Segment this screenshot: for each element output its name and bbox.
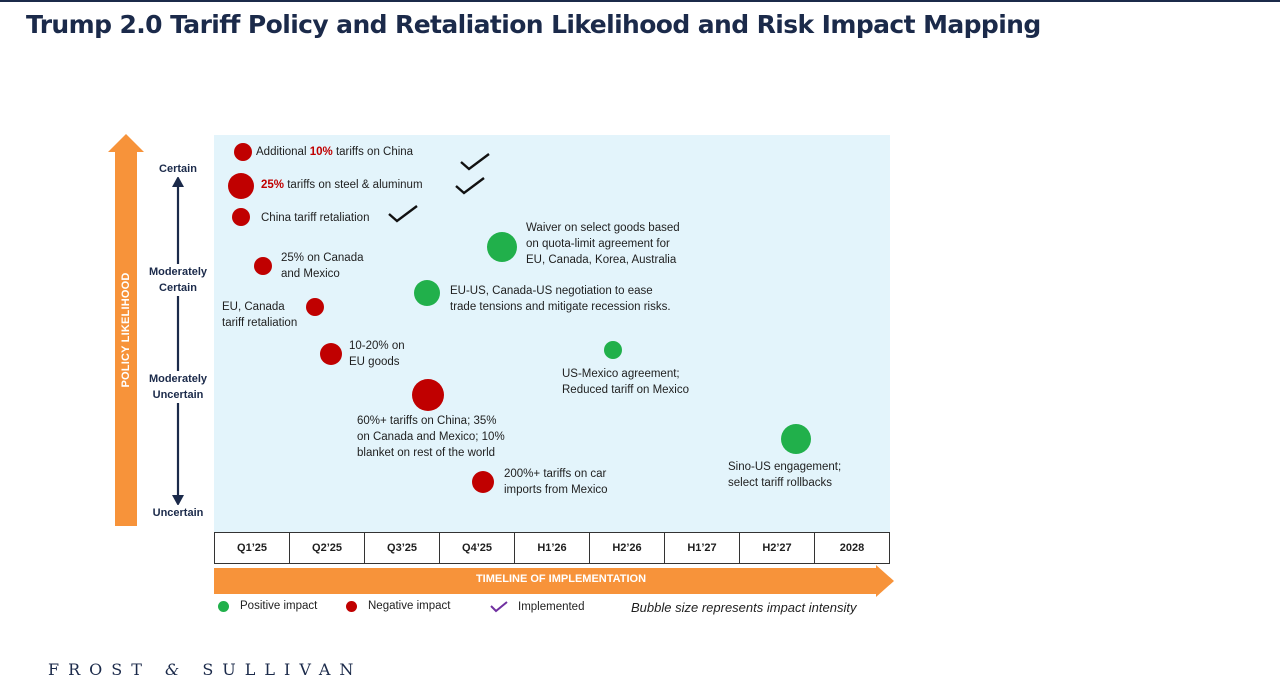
up-arrow-icon — [108, 134, 144, 526]
bubble-negative — [412, 379, 444, 411]
bubble-negative — [306, 298, 324, 316]
x-tick-label: H2’27 — [740, 533, 815, 563]
bubble-positive — [781, 424, 811, 454]
page-title: Trump 2.0 Tariff Policy and Retaliation … — [26, 10, 1041, 39]
bubble-negative — [254, 257, 272, 275]
right-arrow-icon — [214, 565, 894, 597]
legend-dot-negative — [346, 600, 357, 612]
bubble-label: Sino-US engagement; select tariff rollbac… — [728, 461, 842, 489]
bubble-label: 60%+ tariffs on China; 35% on Canada and … — [357, 415, 505, 459]
x-tick-label: Q2’25 — [290, 533, 365, 563]
bubble-size-note: Bubble size represents impact intensity — [631, 600, 857, 615]
x-axis-title: TIMELINE OF IMPLEMENTATION — [475, 573, 647, 585]
x-tick-label: Q3’25 — [365, 533, 440, 563]
bubble-label: US-Mexico agreement; Reduced tariff on Me… — [562, 368, 689, 396]
y-level-moderately-certain: Moderately Certain — [142, 264, 214, 296]
check-icon — [388, 205, 418, 223]
legend-dot-positive — [218, 600, 229, 612]
x-tick-label: Q1’25 — [215, 533, 290, 563]
bubble-label: China tariff retaliation — [261, 212, 370, 224]
bubble-label: 10-20% on EU goods — [349, 340, 405, 368]
y-level-uncertain: Uncertain — [152, 505, 204, 521]
x-tick-label: H1’26 — [515, 533, 590, 563]
bubble-negative — [228, 173, 254, 199]
bubble-positive — [414, 280, 440, 306]
bubble-negative — [472, 471, 494, 493]
x-tick-label: H2’26 — [590, 533, 665, 563]
bubble-label: 25% tariffs on steel & aluminum — [261, 179, 423, 191]
company-logo: FROST & SULLIVAN — [48, 660, 363, 679]
check-icon — [455, 177, 485, 195]
bubble-label: EU-US, Canada-US negotiation to ease trad… — [450, 285, 671, 313]
y-level-moderately-uncertain: Moderately Uncertain — [142, 371, 214, 403]
bubble-positive — [604, 341, 622, 359]
check-icon — [490, 601, 508, 613]
legend-implemented: Implemented — [489, 600, 584, 614]
y-level-certain: Certain — [159, 161, 197, 177]
x-tick-label: 2028 — [839, 542, 865, 554]
bubble-negative — [320, 343, 342, 365]
legend-positive: Positive impact — [218, 600, 317, 612]
timeline-table: Q1’25 Q2’25 Q3’25 Q4’25 H1’26 H2’26 H1’2… — [214, 532, 890, 564]
bubble-label: EU, Canada tariff retaliation — [222, 301, 298, 329]
bubble-negative — [234, 143, 252, 161]
y-axis-title: POLICY LIKELIHOOD — [120, 272, 132, 388]
legend-negative: Negative impact — [346, 600, 450, 612]
top-border — [0, 0, 1280, 2]
bubble-label: Waiver on select goods based on quota-lim… — [526, 222, 680, 266]
plot-area — [214, 135, 890, 532]
check-icon — [460, 153, 490, 171]
x-tick-label: Q4’25 — [440, 533, 515, 563]
bubble-label: Additional 10% tariffs on China — [256, 146, 414, 158]
bubble-negative — [232, 208, 250, 226]
x-tick-label: H1’27 — [665, 533, 740, 563]
bubble-label: 200%+ tariffs on car imports from Mexico — [504, 468, 608, 496]
bubble-label: 25% on Canada and Mexico — [281, 252, 364, 280]
bubble-positive — [487, 232, 517, 262]
